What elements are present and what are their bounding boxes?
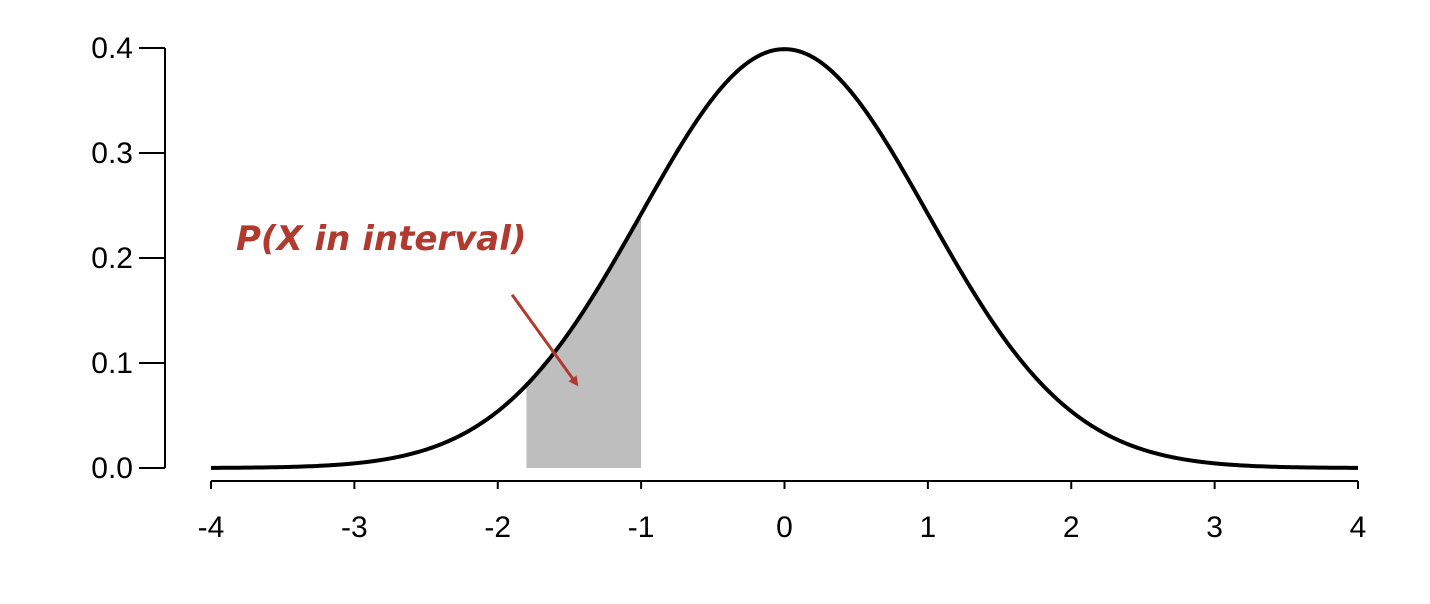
shaded-area <box>526 213 642 468</box>
density-curve <box>210 47 1359 470</box>
annotation: P(X in interval) <box>236 219 579 387</box>
curve-layer <box>210 47 1359 470</box>
shaded-interval-layer <box>526 213 642 468</box>
x-tick-label: 3 <box>1206 511 1223 544</box>
y-tick-label: 0.1 <box>91 347 133 380</box>
x-tick-label: -3 <box>341 511 368 544</box>
x-tick-label: -1 <box>628 511 655 544</box>
x-tick-label: 1 <box>920 511 937 544</box>
x-tick-label: 0 <box>776 511 793 544</box>
x-tick-label: 2 <box>1063 511 1080 544</box>
y-tick-label: 0.3 <box>91 137 133 170</box>
annotation-arrow <box>510 293 579 387</box>
x-tick-label: 4 <box>1350 511 1367 544</box>
axes: 0.0 0.1 0.2 0.3 0.4 -4 -3 -2 -1 0 1 2 3 4 <box>91 32 1366 544</box>
x-tick-label: -4 <box>198 511 225 544</box>
x-tick-label: -2 <box>484 511 511 544</box>
y-tick-label: 0.4 <box>91 32 133 65</box>
y-tick-label: 0.2 <box>91 242 133 275</box>
y-tick-label: 0.0 <box>91 452 133 485</box>
annotation-label: P(X in interval) <box>236 219 526 259</box>
